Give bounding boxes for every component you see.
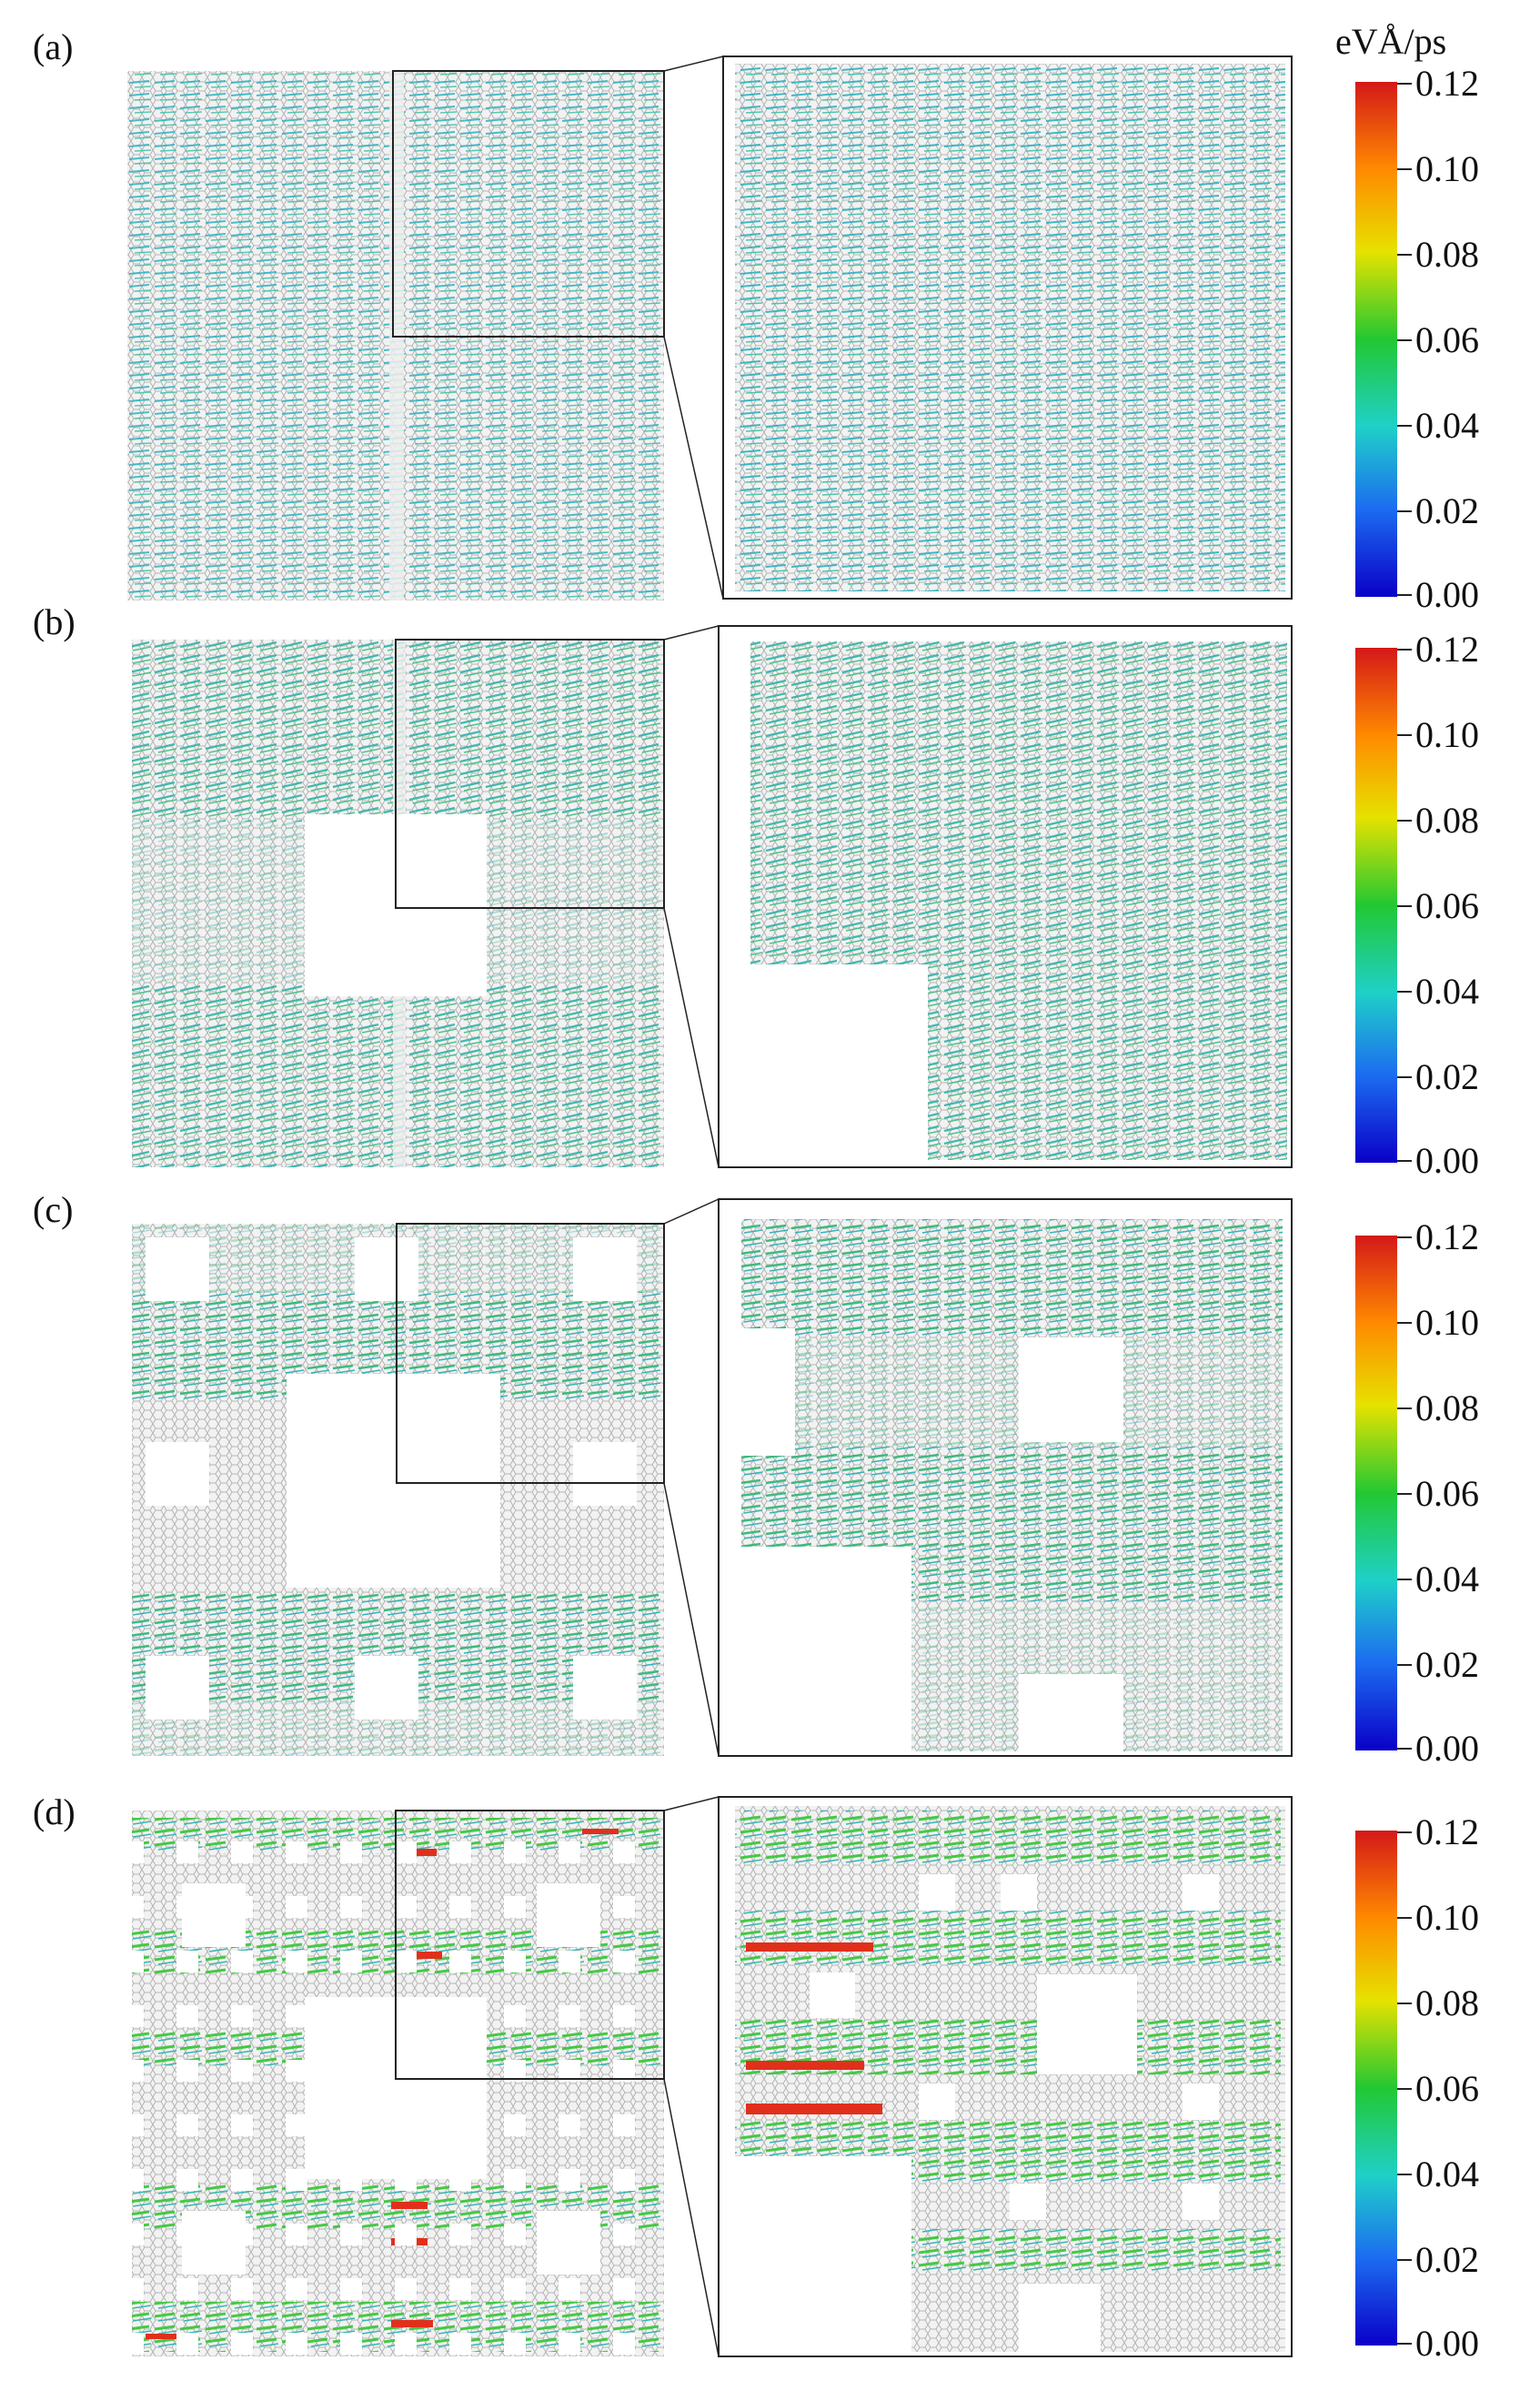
panel-a: (a) — [0, 0, 1540, 613]
zoom-box — [392, 70, 665, 338]
zoom-box — [395, 639, 665, 909]
colorbar-tick: 0.10 — [1415, 1897, 1479, 1938]
colorbar-tick: 0.00 — [1415, 574, 1479, 615]
colorbar-tick: 0.12 — [1415, 63, 1479, 104]
panel-d: (d) — [0, 1774, 1540, 2391]
colorbar-tick: 0.00 — [1415, 1140, 1479, 1181]
heat-flux-map-a — [127, 55, 1412, 600]
colorbar-tick: 0.12 — [1415, 1811, 1479, 1852]
heat-flux-map-d — [132, 1796, 1412, 2357]
colorbar-tick: 0.06 — [1415, 319, 1479, 360]
colorbar-tick: 0.06 — [1415, 2068, 1479, 2109]
colorbar-tick: 0.04 — [1415, 405, 1479, 446]
colorbar-tick: 0.08 — [1415, 800, 1479, 841]
colorbar-tick: 0.08 — [1415, 234, 1479, 275]
colorbar-tick: 0.04 — [1415, 2154, 1479, 2194]
panel-label: (d) — [33, 1791, 75, 1832]
zoom-box — [395, 1810, 665, 2080]
colorbar-tick: 0.08 — [1415, 1387, 1479, 1428]
colorbar — [1355, 1831, 1397, 2346]
panel-b: (b) — [0, 600, 1540, 1183]
colorbar-tick: 0.06 — [1415, 885, 1479, 926]
colorbar-tick: 0.10 — [1415, 714, 1479, 755]
colorbar-tick: 0.02 — [1415, 2239, 1479, 2280]
panel-c: (c) — [0, 1183, 1540, 1774]
panel-label: (c) — [33, 1189, 74, 1230]
zoom-line — [663, 336, 724, 600]
colorbar — [1355, 82, 1397, 597]
colorbar-tick: 0.12 — [1415, 1216, 1479, 1257]
colorbar-tick: 0.00 — [1415, 1728, 1479, 1769]
colorbar-tick: 0.02 — [1415, 1644, 1479, 1685]
colorbar-tick: 0.00 — [1415, 2323, 1479, 2364]
colorbar-tick: 0.04 — [1415, 971, 1479, 1012]
inset-hole — [720, 964, 928, 1165]
colorbar — [1355, 1236, 1397, 1750]
colorbar — [1355, 648, 1397, 1163]
carpet-holes — [146, 1237, 637, 1720]
colorbar-tick: 0.02 — [1415, 1056, 1479, 1097]
panel-label: (a) — [33, 26, 74, 67]
colorbar-tick: 0.06 — [1415, 1473, 1479, 1514]
zoom-line — [663, 55, 724, 72]
colorbar-unit: eVÅ/ps — [1335, 21, 1447, 62]
colorbar-tick: 0.10 — [1415, 1302, 1479, 1343]
zoom-box — [396, 1223, 665, 1484]
inset-flux — [735, 64, 1285, 591]
heat-flux-map-b — [132, 625, 1412, 1168]
panel-label: (b) — [33, 601, 75, 642]
colorbar-tick: 0.08 — [1415, 1982, 1479, 2023]
colorbar-tick: 0.02 — [1415, 490, 1479, 531]
colorbar-tick: 0.10 — [1415, 148, 1479, 189]
colorbar-tick: 0.04 — [1415, 1559, 1479, 1599]
heat-flux-map-c — [132, 1198, 1412, 1757]
colorbar-tick: 0.12 — [1415, 629, 1479, 670]
